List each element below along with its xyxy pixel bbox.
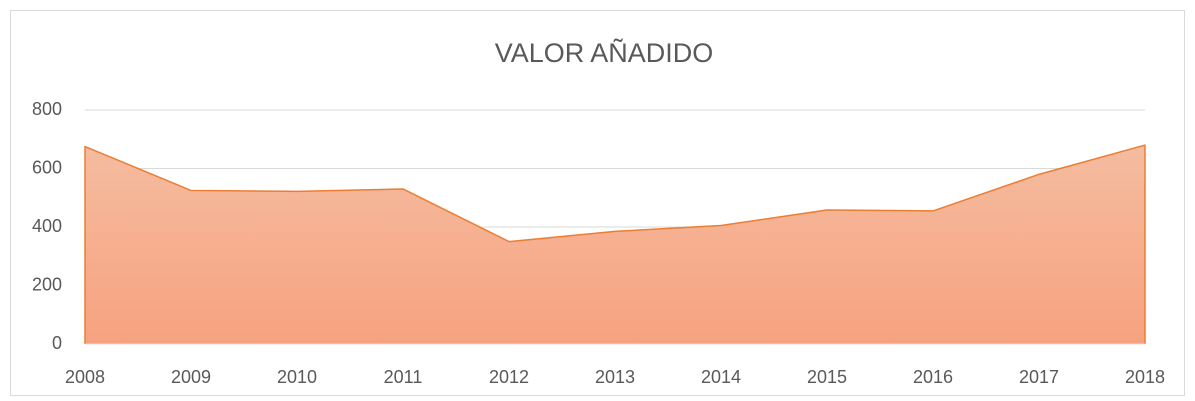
x-tick-label: 2011 bbox=[384, 367, 423, 387]
y-tick-label: 600 bbox=[32, 157, 62, 177]
y-tick-label: 800 bbox=[32, 99, 62, 119]
y-tick-label: 400 bbox=[32, 216, 62, 236]
x-tick-label: 2012 bbox=[489, 367, 529, 387]
x-tick-label: 2017 bbox=[1019, 367, 1059, 387]
chart-title: VALOR AÑADIDO bbox=[495, 37, 714, 68]
y-tick-label: 0 bbox=[52, 333, 62, 353]
area bbox=[85, 145, 1145, 344]
x-tick-label: 2010 bbox=[277, 367, 317, 387]
x-tick-label: 2008 bbox=[65, 367, 105, 387]
x-tick-label: 2013 bbox=[595, 367, 635, 387]
x-tick-label: 2016 bbox=[913, 367, 953, 387]
area-outline bbox=[84, 144, 1146, 344]
x-tick-label: 2015 bbox=[807, 367, 847, 387]
x-tick-label: 2014 bbox=[701, 367, 741, 387]
x-tick-label: 2009 bbox=[171, 367, 211, 387]
x-tick-label: 2018 bbox=[1125, 367, 1165, 387]
y-tick-label: 200 bbox=[32, 274, 62, 294]
